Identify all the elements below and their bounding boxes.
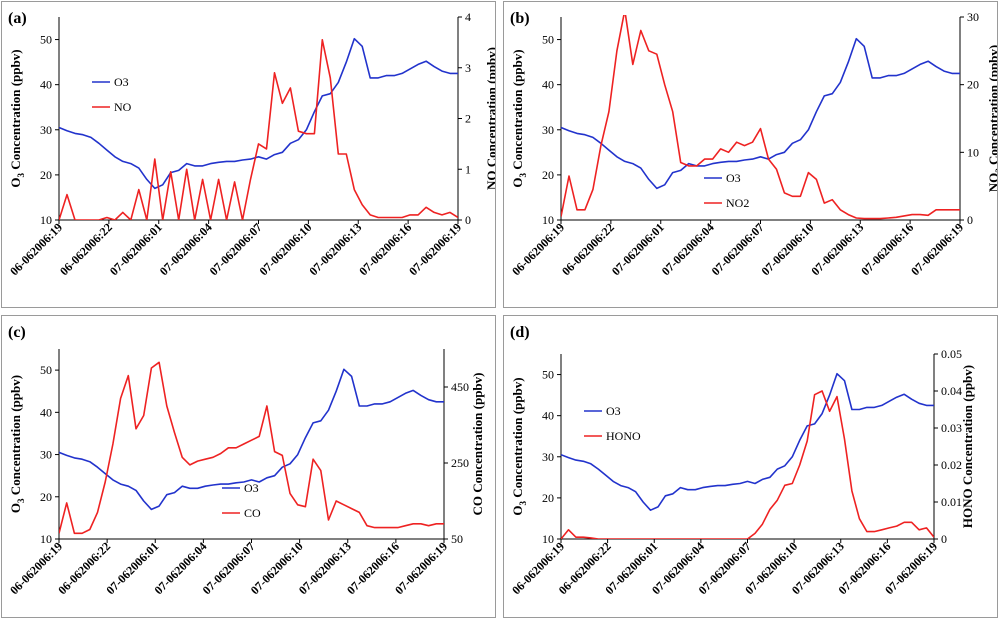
right-tick-label: 2 — [465, 112, 471, 126]
legend-label-o3: O3 — [726, 171, 741, 185]
legend-label-o3: O3 — [114, 75, 129, 89]
left-tick-label: 30 — [40, 123, 52, 137]
legend-label-o3: O3 — [244, 481, 259, 495]
x-tick-label: 07-062006:13 — [808, 220, 866, 278]
series-line-o3 — [59, 368, 444, 511]
left-tick-label: 50 — [542, 368, 554, 382]
chart-a-svg: (a) 10 20 30 40 50 0 1 2 3 4 06-062006:1906-062006:… — [7, 10, 495, 278]
chart-panel-b: (b) 10 20 30 40 50 0 10 20 30 06-062006:19 06-06200… — [503, 1, 998, 308]
legend-label-co: CO — [244, 506, 261, 520]
right-tick-label: 1 — [465, 162, 471, 176]
x-tick-label: 07-062006:13 — [306, 220, 364, 278]
x-tick-label: 06-062006:22 — [559, 220, 617, 278]
left-tick-label: 30 — [542, 450, 554, 464]
left-tick-label: 10 — [542, 532, 554, 546]
right-axis-title: HONO Concentration (ppbv) — [960, 365, 975, 528]
chart-panel-a: (a) 10 20 30 40 50 0 1 2 3 4 06-062006:19 06-062006:… — [1, 1, 496, 308]
chart-c-svg: (c)10203040505025045006-062006:1906-0620… — [7, 324, 485, 597]
left-tick-label: 10 — [40, 213, 52, 227]
right-tick-label: 30 — [967, 10, 979, 24]
x-tick-label: 07-062006:01 — [107, 220, 165, 278]
x-tick-label: 06-062006:22 — [57, 220, 115, 278]
left-axis-title: O3 Concentration (ppbv) — [8, 49, 26, 187]
legend-label-hono: HONO — [606, 429, 641, 443]
series-line-hono — [561, 390, 934, 539]
left-tick-label: 40 — [542, 409, 554, 423]
series-line-no2 — [561, 15, 960, 220]
right-axis-title: NO Concentration (ppbv) — [484, 47, 495, 190]
right-tick-label: 10 — [967, 145, 979, 159]
left-tick-label: 20 — [542, 168, 554, 182]
left-tick-label: 40 — [40, 405, 52, 419]
left-axis-title: O3 Concentration (ppbv) — [8, 375, 26, 513]
x-tick-label: 07-062006:19 — [392, 539, 450, 597]
x-tick-label: 07-062006:10 — [257, 220, 315, 278]
left-tick-label: 10 — [542, 213, 554, 227]
right-tick-label: 20 — [967, 78, 979, 92]
legend-label-no2: NO2 — [726, 196, 749, 210]
left-tick-label: 10 — [40, 532, 52, 546]
panel-label-b: (b) — [510, 10, 530, 27]
right-tick-label: 0 — [941, 532, 947, 546]
chart-panel-d: (d) 10 20 30 40 50 0 0.01 0.02 0.03 0.04 0.05 06-062… — [503, 315, 998, 618]
right-tick-label: 3 — [465, 61, 471, 75]
right-tick-label: 50 — [451, 532, 463, 546]
x-tick-label: 07-062006:16 — [858, 220, 916, 278]
left-axis-title: O3 Concentration (ppbv) — [510, 49, 528, 187]
left-tick-label: 20 — [542, 491, 554, 505]
x-tick-label: 07-062006:07 — [207, 220, 265, 278]
panel-label-d: (d) — [510, 324, 530, 341]
series-line-o3 — [561, 37, 960, 190]
right-tick-label: 0 — [465, 213, 471, 227]
x-tick-label: 07-062006:19 — [908, 220, 966, 278]
right-tick-label: 0.05 — [941, 347, 962, 361]
left-tick-label: 30 — [542, 123, 554, 137]
chart-d-svg: (d)102030405000.010.020.030.040.0506-062… — [509, 324, 975, 597]
right-tick-label: 0.04 — [941, 384, 962, 398]
x-tick-label: 06-062006:19 — [7, 220, 65, 278]
left-tick-label: 40 — [40, 78, 52, 92]
left-tick-label: 30 — [40, 448, 52, 462]
right-tick-label: 4 — [465, 10, 471, 24]
x-tick-label: 06-062006:19 — [509, 220, 567, 278]
left-tick-label: 50 — [542, 33, 554, 47]
series-line-o3 — [561, 372, 934, 511]
series-line-no — [59, 38, 458, 220]
left-tick-label: 40 — [542, 78, 554, 92]
right-tick-label: 0.02 — [941, 458, 962, 472]
left-tick-label: 20 — [40, 168, 52, 182]
chart-b-svg: (b) 10 20 30 40 50 0 10 20 30 06-062006:1906-06200… — [509, 10, 997, 278]
legend-label-o3: O3 — [606, 404, 621, 418]
x-tick-label: 07-062006:16 — [356, 220, 414, 278]
right-tick-label: 0.03 — [941, 421, 962, 435]
left-tick-label: 50 — [40, 33, 52, 47]
x-tick-label: 07-062006:07 — [709, 220, 767, 278]
series-line-o3 — [59, 37, 458, 190]
right-axis-title: CO Concentration (ppbv) — [470, 372, 485, 515]
x-tick-label: 07-062006:10 — [759, 220, 817, 278]
right-tick-label: 0 — [967, 213, 973, 227]
right-axis-title: NO2 Concentration (ppbv) — [986, 45, 997, 193]
x-tick-label: 07-062006:19 — [406, 220, 464, 278]
x-tick-label: 07-062006:04 — [157, 220, 215, 278]
x-tick-label: 07-062006:01 — [609, 220, 667, 278]
series-line-co — [59, 361, 444, 535]
left-tick-label: 50 — [40, 363, 52, 377]
left-tick-label: 20 — [40, 490, 52, 504]
panel-label-c: (c) — [8, 324, 26, 341]
panel-label-a: (a) — [8, 10, 27, 27]
legend-label-no: NO — [114, 100, 132, 114]
left-axis-title: O3 Concentration (ppbv) — [510, 377, 528, 515]
right-tick-label: 250 — [451, 456, 469, 470]
right-tick-label: 0.01 — [941, 495, 962, 509]
x-tick-label: 07-062006:04 — [659, 220, 717, 278]
chart-panel-c: (c) 10 20 30 40 50 50 250 450 06-062006:19 06-0620… — [1, 315, 496, 618]
right-tick-label: 450 — [451, 380, 469, 394]
